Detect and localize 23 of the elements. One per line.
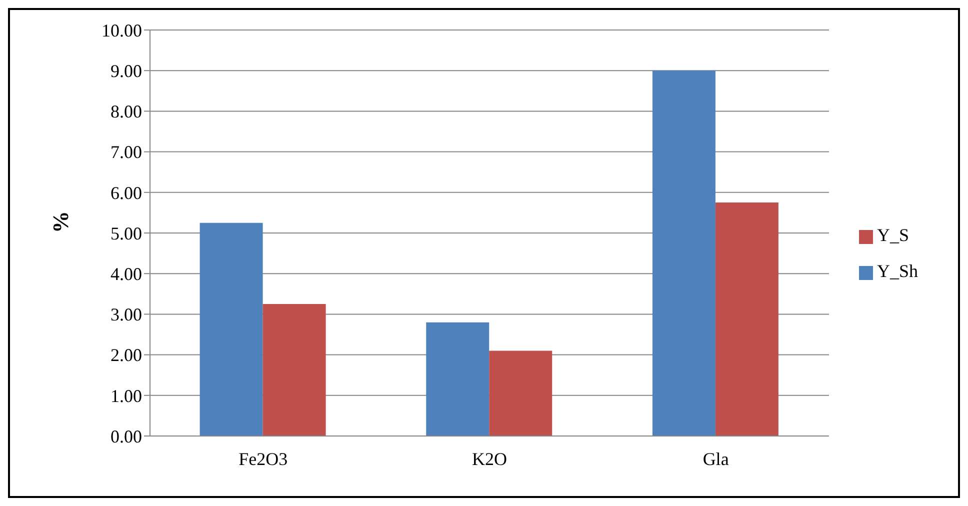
bar bbox=[489, 350, 552, 436]
y-tick-label: 7.00 bbox=[110, 142, 142, 162]
x-tick-label: K2O bbox=[472, 448, 507, 469]
y-tick-label: 3.00 bbox=[110, 304, 142, 325]
y-tick-label: 1.00 bbox=[110, 386, 142, 406]
bar bbox=[262, 304, 326, 436]
y-tick-label: 4.00 bbox=[110, 264, 142, 284]
y-tick-label: 0.00 bbox=[110, 426, 142, 446]
y-axis-title: % bbox=[48, 211, 73, 233]
y-tick-label: 5.00 bbox=[110, 223, 142, 244]
y-tick-label: 8.00 bbox=[110, 102, 142, 122]
bar bbox=[200, 222, 263, 436]
y-tick-label: 2.00 bbox=[110, 345, 142, 366]
y-tick-label: 9.00 bbox=[110, 60, 142, 81]
x-tick-label: Gla bbox=[702, 448, 729, 469]
bar bbox=[652, 70, 716, 436]
bar bbox=[426, 322, 490, 436]
y-tick-label: 10.00 bbox=[102, 20, 142, 40]
legend-label: Y_S bbox=[876, 225, 909, 245]
legend-label: Y_Sh bbox=[876, 261, 918, 281]
x-tick-label: Fe2O3 bbox=[238, 448, 288, 469]
y-tick-label: 6.00 bbox=[110, 182, 142, 203]
bar bbox=[715, 202, 778, 436]
